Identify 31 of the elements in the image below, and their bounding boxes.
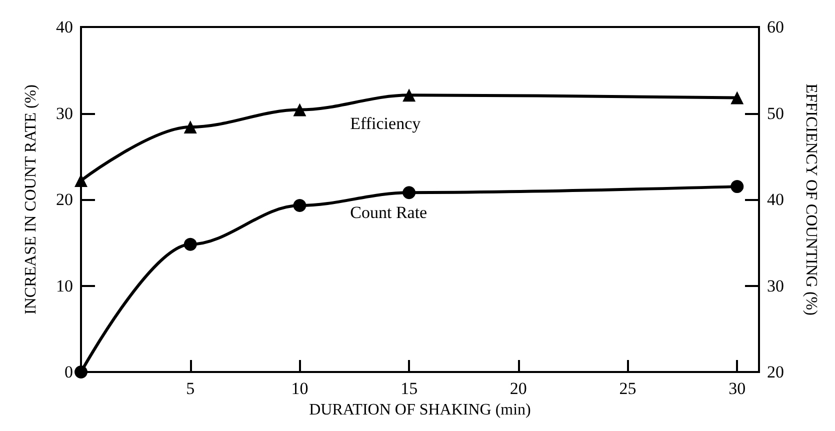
point [74, 174, 88, 188]
point [402, 88, 416, 102]
y-tick-label: 20 [56, 190, 73, 209]
point [184, 120, 197, 134]
point [74, 366, 88, 378]
y-tick-label: 40 [56, 18, 73, 36]
y2-axis-title: EFFICIENCY OF COUNTING (%) [802, 84, 820, 316]
point [293, 199, 306, 212]
point [730, 180, 744, 194]
x-tick-label: 5 [186, 379, 195, 398]
point [293, 103, 306, 116]
y2-tick-label: 30 [767, 276, 784, 296]
point [184, 238, 197, 251]
point [730, 91, 744, 104]
y2-tick-label: 40 [767, 190, 784, 209]
x-axis-title: DURATION OF SHAKING (min) [309, 401, 531, 418]
y2-tick-label: 20 [767, 362, 784, 382]
x-tick-label: 30 [728, 379, 746, 398]
x-tick-label: 10 [291, 379, 308, 398]
point [402, 186, 416, 200]
y-tick-label: 10 [56, 276, 73, 296]
series-label: Efficiency [350, 114, 422, 134]
x-tick-label: 20 [510, 379, 527, 398]
x-tick-label: 25 [619, 379, 636, 398]
y-tick-label: 30 [56, 104, 73, 123]
y-axis-title: INCREASE IN COUNT RATE (%) [22, 84, 40, 314]
y-tick-label: 0 [64, 362, 73, 382]
y2-tick-label: 60 [767, 18, 784, 36]
y2-tick-label: 50 [767, 104, 784, 123]
x-tick-label: 15 [400, 379, 418, 398]
series-label: Count Rate [350, 203, 428, 222]
